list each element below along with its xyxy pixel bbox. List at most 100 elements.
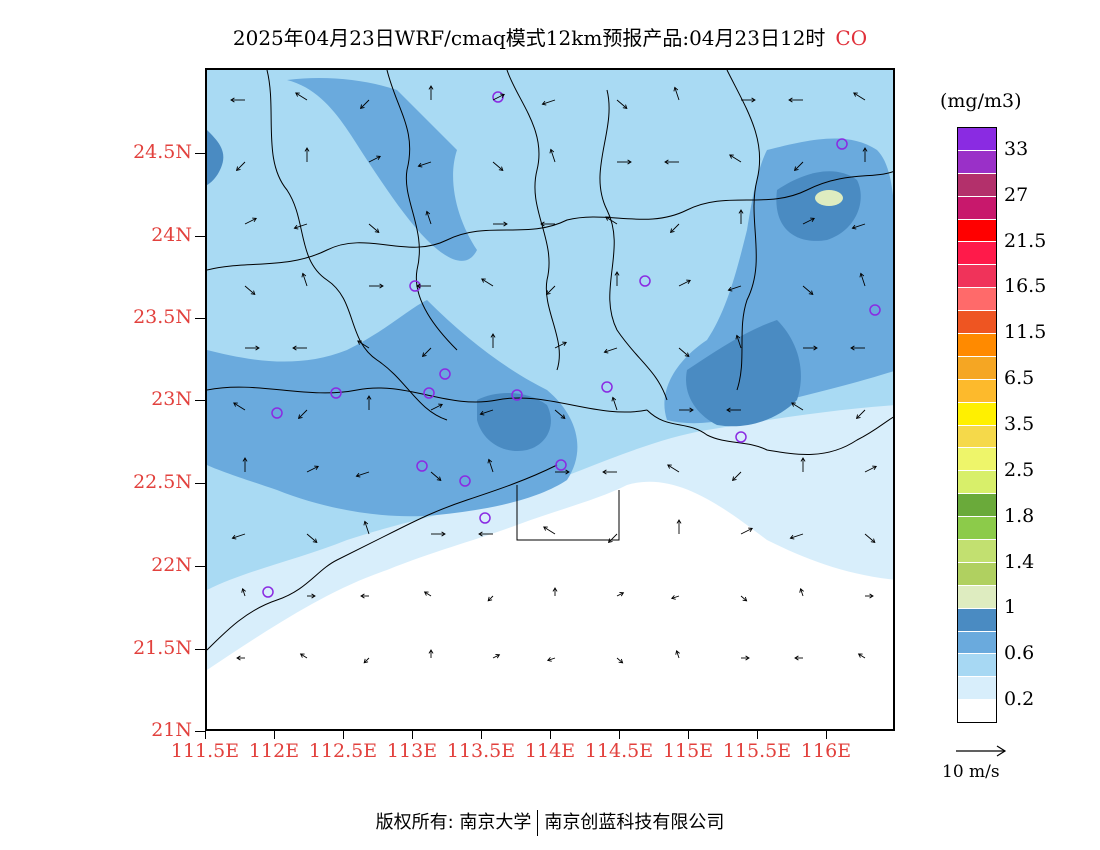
latitude-tick: [195, 649, 205, 650]
colorbar-segment: [958, 425, 996, 449]
longitude-label: 113.5E: [446, 740, 516, 762]
wind-vector: [355, 471, 370, 478]
longitude-label: 112.5E: [308, 740, 378, 762]
wind-vector: [555, 469, 570, 475]
wind-vector: [478, 531, 493, 537]
colorbar-label: 11.5: [1004, 321, 1047, 344]
station-markers: [262, 91, 881, 598]
wind-vector: [799, 587, 804, 597]
wind-vectors: [230, 85, 877, 664]
wind-vector: [430, 471, 442, 481]
wind-vector: [735, 334, 742, 349]
colorbar-segment: [958, 562, 996, 586]
latitude-tick: [195, 400, 205, 401]
wind-vector: [545, 285, 556, 296]
longitude-tick: [274, 731, 275, 739]
colorbar-label: 2.5: [1004, 458, 1035, 481]
wind-vector: [727, 285, 742, 292]
colorbar-label: 0.6: [1004, 642, 1035, 665]
wind-vector: [789, 533, 804, 540]
wind-vector: [360, 593, 369, 599]
wind-vector: [611, 396, 618, 411]
footer-separator: [537, 810, 539, 836]
latitude-tick: [195, 153, 205, 154]
station-marker: [735, 431, 747, 443]
colorbar-label: 21.5: [1004, 229, 1047, 252]
wind-vector: [487, 458, 494, 473]
wind-vector: [366, 395, 372, 410]
wind-vector: [245, 345, 260, 351]
wind-vector: [864, 465, 877, 473]
wind-vector: [368, 223, 380, 233]
wind-vector: [306, 465, 319, 473]
station-marker: [271, 407, 283, 419]
longitude-label: 115.5E: [722, 740, 792, 762]
colorbar-segment: [958, 219, 996, 243]
wind-vector: [740, 527, 753, 535]
wind-vector: [546, 657, 556, 662]
higher-concentration-zone-central: [477, 393, 551, 451]
wind-vector: [428, 85, 434, 100]
wind-vector: [368, 155, 381, 163]
wind-vector: [421, 347, 432, 358]
wind-vector: [794, 655, 803, 661]
map-canvas: [207, 70, 893, 729]
station-marker: [439, 368, 451, 380]
station-marker: [555, 459, 567, 471]
colorbar-segment: [958, 631, 996, 655]
wind-vector: [670, 595, 680, 600]
colorbar-segment: [958, 150, 996, 174]
forecast-map[interactable]: [205, 68, 895, 731]
colorbar-segment: [958, 448, 996, 472]
latitude-tick: [195, 566, 205, 567]
wind-vector: [667, 464, 680, 473]
wind-vector: [430, 403, 443, 411]
wind-vector: [738, 209, 744, 224]
copyright-footer: 版权所有: 南京大学 南京创蓝科技有限公司: [0, 808, 1100, 836]
wind-vector: [479, 409, 494, 416]
longitude-tick: [343, 731, 344, 739]
footer-left: 版权所有: 南京大学: [375, 812, 532, 833]
wind-vector: [788, 97, 803, 103]
colorbar-segment: [958, 356, 996, 380]
wind-vector: [679, 407, 694, 413]
wind-vector: [297, 409, 308, 420]
latitude-label: 23N: [151, 388, 192, 410]
wind-vector: [740, 595, 748, 602]
higher-concentration-zone-east: [686, 320, 801, 427]
footer-right: 南京创蓝科技有限公司: [544, 812, 725, 833]
wind-vector: [230, 97, 245, 103]
wind-vector: [602, 469, 617, 475]
wind-vector: [540, 221, 555, 227]
colorbar-label: 6.5: [1004, 367, 1035, 390]
wind-vector: [741, 655, 750, 661]
wind-vector: [363, 657, 370, 664]
wind-vector: [855, 409, 866, 420]
colorbar-segment: [958, 700, 996, 723]
wind-vector: [543, 526, 556, 535]
colorbar-segment: [958, 265, 996, 289]
longitude-tick: [826, 731, 827, 739]
wind-vector: [741, 97, 756, 103]
higher-concentration-zone-west-edge: [207, 130, 224, 185]
wind-vector: [292, 345, 307, 351]
title-species: CO: [835, 26, 868, 50]
longitude-label: 114E: [524, 740, 576, 762]
station-marker: [330, 387, 342, 399]
station-marker: [869, 304, 881, 316]
colorbar-label: 16.5: [1004, 275, 1047, 298]
wind-vector: [481, 278, 494, 287]
wind-vector: [492, 161, 504, 171]
wind-vector: [731, 471, 742, 482]
wind-vector: [669, 223, 680, 234]
wind-vector: [607, 533, 618, 544]
station-marker: [601, 381, 613, 393]
longitude-tick: [619, 731, 620, 739]
wind-vector: [673, 86, 680, 101]
wind-vector: [359, 99, 370, 110]
high-concentration-zone-north: [287, 78, 477, 261]
longitude-label: 113E: [386, 740, 438, 762]
wind-vector: [236, 655, 245, 661]
wind-vector: [299, 653, 308, 659]
colorbar-segment: [958, 608, 996, 632]
